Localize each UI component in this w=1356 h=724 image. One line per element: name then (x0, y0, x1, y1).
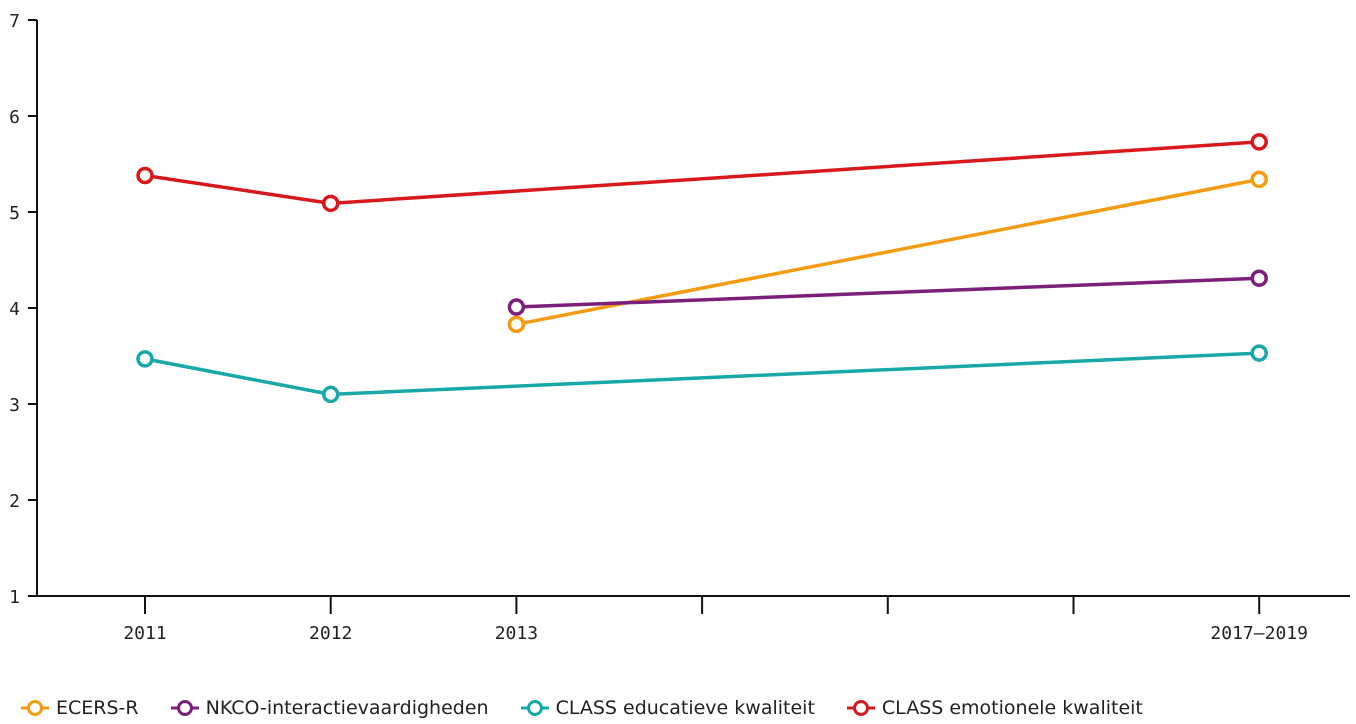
data-point-class-emotionele-kwaliteit (136, 166, 154, 185)
data-point-class-educatieve-kwaliteit (321, 385, 340, 404)
legend-item-ecers-r: ECERS-R (20, 697, 139, 719)
data-point-ecers-r (1250, 170, 1268, 189)
data-point-ecers-r (507, 315, 526, 334)
legend-label: NKCO-interactievaardigheden (205, 697, 489, 719)
x-tick-label: 2011 (123, 623, 166, 644)
series-line-nkco-interactievaardigheden (516, 276, 1260, 309)
legend: ECERS-R NKCO-interactievaardigheden CLAS… (20, 692, 1174, 724)
data-point-class-emotionele-kwaliteit (1250, 133, 1268, 151)
series-line-ecers-r (516, 177, 1260, 327)
y-tick-label: 2 (9, 491, 20, 512)
y-tick-label: 6 (9, 107, 20, 128)
y-axis-ticks: 1 2 3 4 5 6 7 (9, 11, 37, 608)
legend-item-class-educatief: CLASS educatieve kwaliteit (520, 697, 815, 719)
legend-label: ECERS-R (56, 697, 139, 719)
series-group (136, 133, 1268, 404)
y-tick-label: 7 (9, 11, 20, 32)
line-chart: 1 2 3 4 5 6 7 2011 2012 2013 2017–2019 (9, 11, 1350, 644)
legend-marker-icon (520, 700, 549, 716)
x-tick-label: 2017–2019 (1210, 623, 1308, 644)
data-point-class-educatieve-kwaliteit (136, 350, 154, 368)
data-point-nkco-interactievaardigheden (507, 298, 526, 316)
legend-item-nkco: NKCO-interactievaardigheden (170, 697, 489, 719)
y-tick-label: 1 (9, 587, 20, 608)
series-line-class-educatieve-kwaliteit (144, 351, 1260, 397)
legend-marker-icon (846, 700, 875, 716)
legend-marker-icon (170, 700, 199, 716)
x-tick-label: 2013 (495, 623, 538, 644)
x-tick-label: 2012 (309, 623, 352, 644)
legend-marker-icon (21, 700, 49, 716)
legend-label: CLASS educatieve kwaliteit (555, 697, 815, 719)
y-tick-label: 3 (9, 395, 20, 416)
series-line-class-emotionele-kwaliteit (144, 140, 1260, 206)
data-point-class-educatieve-kwaliteit (1250, 344, 1268, 362)
legend-label: CLASS emotionele kwaliteit (881, 697, 1143, 719)
y-tick-label: 5 (9, 203, 20, 224)
y-tick-label: 4 (9, 299, 20, 320)
data-point-class-emotionele-kwaliteit (321, 194, 340, 213)
legend-item-class-emotioneel: CLASS emotionele kwaliteit (846, 697, 1143, 719)
x-axis-ticks: 2011 2012 2013 2017–2019 (123, 596, 1308, 644)
data-point-nkco-interactievaardigheden (1250, 269, 1268, 287)
axes (36, 20, 1350, 597)
